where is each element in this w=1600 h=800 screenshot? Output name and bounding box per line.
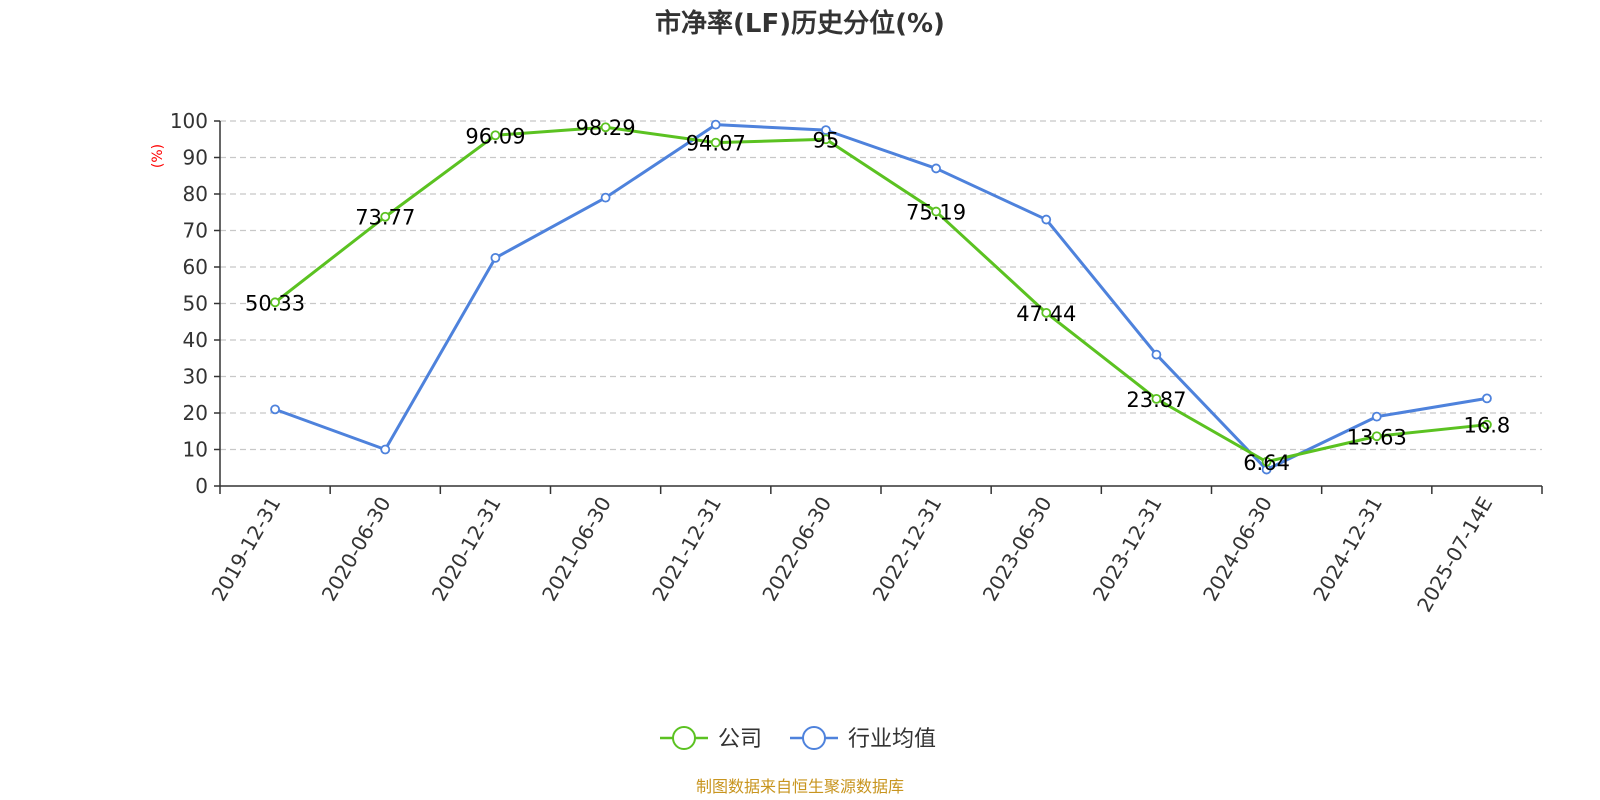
y-tick-label: 60 (183, 255, 208, 279)
x-tick-label: 2024-12-31 (1308, 493, 1387, 606)
data-point[interactable] (931, 206, 941, 217)
data-label: 96.09 (465, 124, 525, 148)
y-tick-label: 10 (183, 438, 208, 462)
data-point[interactable] (821, 125, 831, 136)
data-point[interactable] (1482, 393, 1492, 404)
y-tick-label: 0 (195, 474, 208, 498)
x-tick-label: 2023-12-31 (1088, 493, 1167, 606)
legend-label: 行业均值 (848, 727, 936, 752)
legend[interactable]: 公司 行业均值 (660, 726, 936, 752)
x-tick-label: 2021-12-31 (647, 493, 726, 606)
data-point[interactable] (600, 122, 611, 133)
data-label: 98.29 (576, 116, 636, 140)
data-source-note: 制图数据来自恒生聚源数据库 (696, 777, 904, 796)
legend-marker-icon (672, 726, 696, 750)
data-point[interactable] (380, 444, 391, 455)
series-industry-average (270, 119, 1492, 475)
data-point[interactable] (1151, 393, 1162, 404)
data-point[interactable] (710, 119, 721, 130)
x-tick-label: 2024-06-30 (1198, 493, 1277, 606)
x-tick-label: 2025-07-14E (1412, 493, 1497, 617)
data-point[interactable] (931, 163, 941, 174)
y-tick-label: 50 (183, 292, 208, 316)
legend-marker-icon (802, 726, 826, 750)
x-tick-label: 2020-12-31 (427, 493, 506, 606)
data-label: 50.33 (245, 291, 305, 315)
data-point[interactable] (490, 252, 501, 263)
data-point[interactable] (380, 211, 391, 222)
data-point[interactable] (1371, 431, 1382, 442)
data-point[interactable] (1041, 307, 1052, 318)
y-tick-label: 30 (183, 365, 208, 389)
x-tick-label: 2019-12-31 (207, 493, 286, 606)
y-axis-unit-label: (%) (150, 144, 166, 168)
data-label: 47.44 (1016, 302, 1076, 326)
x-tick-label: 2022-12-31 (868, 493, 947, 606)
series (270, 119, 1492, 475)
x-tick-label: 2021-06-30 (537, 493, 616, 606)
series-line (274, 125, 1488, 464)
grid-lines (220, 120, 1542, 451)
chart-title: 市净率(LF)历史分位(%) (655, 8, 945, 39)
data-point[interactable] (1371, 411, 1382, 422)
data-point[interactable] (1482, 419, 1492, 430)
data-point[interactable] (270, 404, 280, 415)
data-label: 95 (813, 128, 840, 152)
data-labels: 50.33 73.77 96.09 98.29 94.07 95 75.19 47.44 23.… (245, 116, 1510, 475)
data-point[interactable] (821, 134, 831, 145)
data-label: 16.8 (1464, 414, 1511, 438)
data-point[interactable] (600, 192, 611, 203)
legend-item-industry-average[interactable]: 行业均值 (790, 726, 936, 752)
y-tick-label: 70 (183, 219, 208, 243)
data-label: 94.07 (686, 132, 746, 156)
y-tick-label: 20 (183, 401, 208, 425)
legend-item-company[interactable]: 公司 (660, 726, 762, 752)
data-label: 73.77 (355, 206, 415, 230)
data-label: 23.87 (1126, 388, 1186, 412)
data-point[interactable] (1041, 214, 1052, 225)
data-point[interactable] (270, 297, 280, 308)
x-tick-label: 2023-06-30 (978, 493, 1057, 606)
y-tick-label: 80 (183, 182, 208, 206)
y-tick-label: 90 (183, 146, 208, 170)
legend-label: 公司 (718, 727, 762, 752)
data-label: 13.63 (1347, 425, 1407, 449)
series-company (270, 122, 1492, 467)
y-tick-label: 100 (170, 109, 208, 133)
data-point[interactable] (710, 137, 721, 148)
data-point[interactable] (1261, 456, 1272, 467)
series-line (274, 123, 1488, 472)
data-point[interactable] (1151, 349, 1162, 360)
data-label: 75.19 (906, 201, 966, 225)
data-label: 6.64 (1243, 451, 1290, 475)
x-tick-label: 2020-06-30 (317, 493, 396, 606)
data-point[interactable] (490, 130, 501, 141)
y-tick-label: 40 (183, 328, 208, 352)
x-tick-label: 2022-06-30 (757, 493, 836, 606)
axes: 0 10 20 30 40 50 60 70 80 90 100 2019-12-31 2020-06-… (170, 109, 1543, 617)
